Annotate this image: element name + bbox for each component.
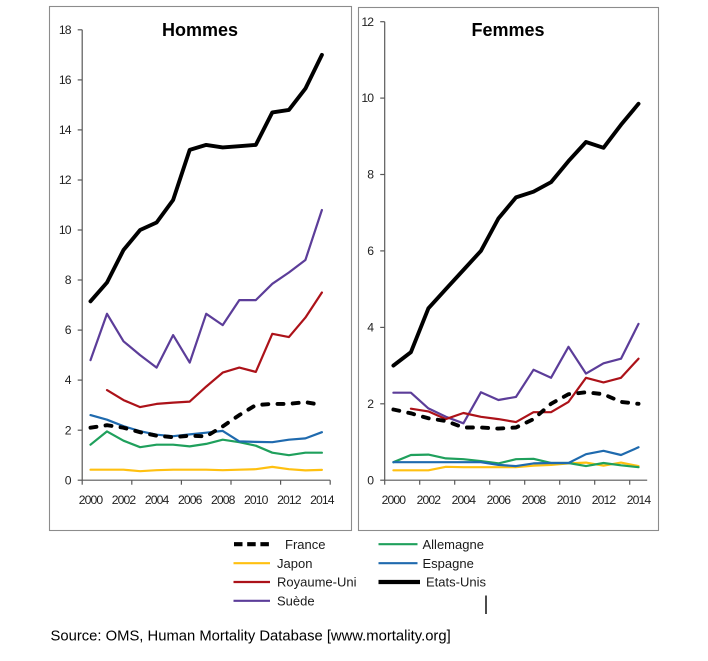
svg-text:2002: 2002 — [112, 493, 137, 507]
svg-text:12: 12 — [361, 15, 374, 29]
svg-text:2004: 2004 — [452, 493, 477, 507]
svg-text:6: 6 — [65, 323, 72, 337]
svg-text:2008: 2008 — [522, 493, 547, 507]
svg-text:France: France — [285, 537, 325, 552]
svg-text:Royaume-Uni: Royaume-Uni — [277, 575, 357, 590]
svg-text:Source: OMS, Human Mortality D: Source: OMS, Human Mortality Database [w… — [51, 629, 451, 645]
svg-text:2012: 2012 — [592, 493, 617, 507]
svg-text:2006: 2006 — [178, 493, 203, 507]
svg-text:10: 10 — [59, 223, 72, 237]
svg-text:2010: 2010 — [244, 493, 269, 507]
svg-text:8: 8 — [65, 273, 72, 287]
svg-text:2: 2 — [65, 423, 72, 437]
svg-text:2008: 2008 — [211, 493, 236, 507]
svg-text:2014: 2014 — [310, 493, 335, 507]
svg-text:2: 2 — [367, 397, 374, 411]
svg-text:Etats-Unis: Etats-Unis — [426, 575, 486, 590]
svg-text:6: 6 — [367, 244, 374, 258]
svg-text:Allemagne: Allemagne — [423, 537, 484, 552]
svg-text:2014: 2014 — [627, 493, 652, 507]
svg-text:16: 16 — [59, 73, 72, 87]
svg-text:14: 14 — [59, 123, 72, 137]
svg-text:8: 8 — [367, 168, 374, 182]
svg-text:Femmes: Femmes — [471, 20, 544, 40]
svg-text:2004: 2004 — [145, 493, 170, 507]
svg-text:0: 0 — [65, 473, 72, 487]
svg-text:2000: 2000 — [382, 493, 407, 507]
svg-text:2000: 2000 — [79, 493, 104, 507]
svg-text:Japon: Japon — [277, 556, 312, 571]
svg-text:2002: 2002 — [417, 493, 442, 507]
svg-text:0: 0 — [367, 473, 374, 487]
svg-text:Hommes: Hommes — [162, 20, 238, 40]
svg-text:18: 18 — [59, 23, 72, 37]
svg-text:10: 10 — [361, 91, 374, 105]
svg-text:Suède: Suède — [277, 593, 315, 608]
svg-text:4: 4 — [367, 321, 374, 335]
svg-text:4: 4 — [65, 373, 72, 387]
svg-text:2006: 2006 — [487, 493, 512, 507]
svg-text:12: 12 — [59, 173, 72, 187]
svg-text:Espagne: Espagne — [423, 556, 474, 571]
svg-text:2012: 2012 — [277, 493, 302, 507]
svg-text:2010: 2010 — [557, 493, 582, 507]
